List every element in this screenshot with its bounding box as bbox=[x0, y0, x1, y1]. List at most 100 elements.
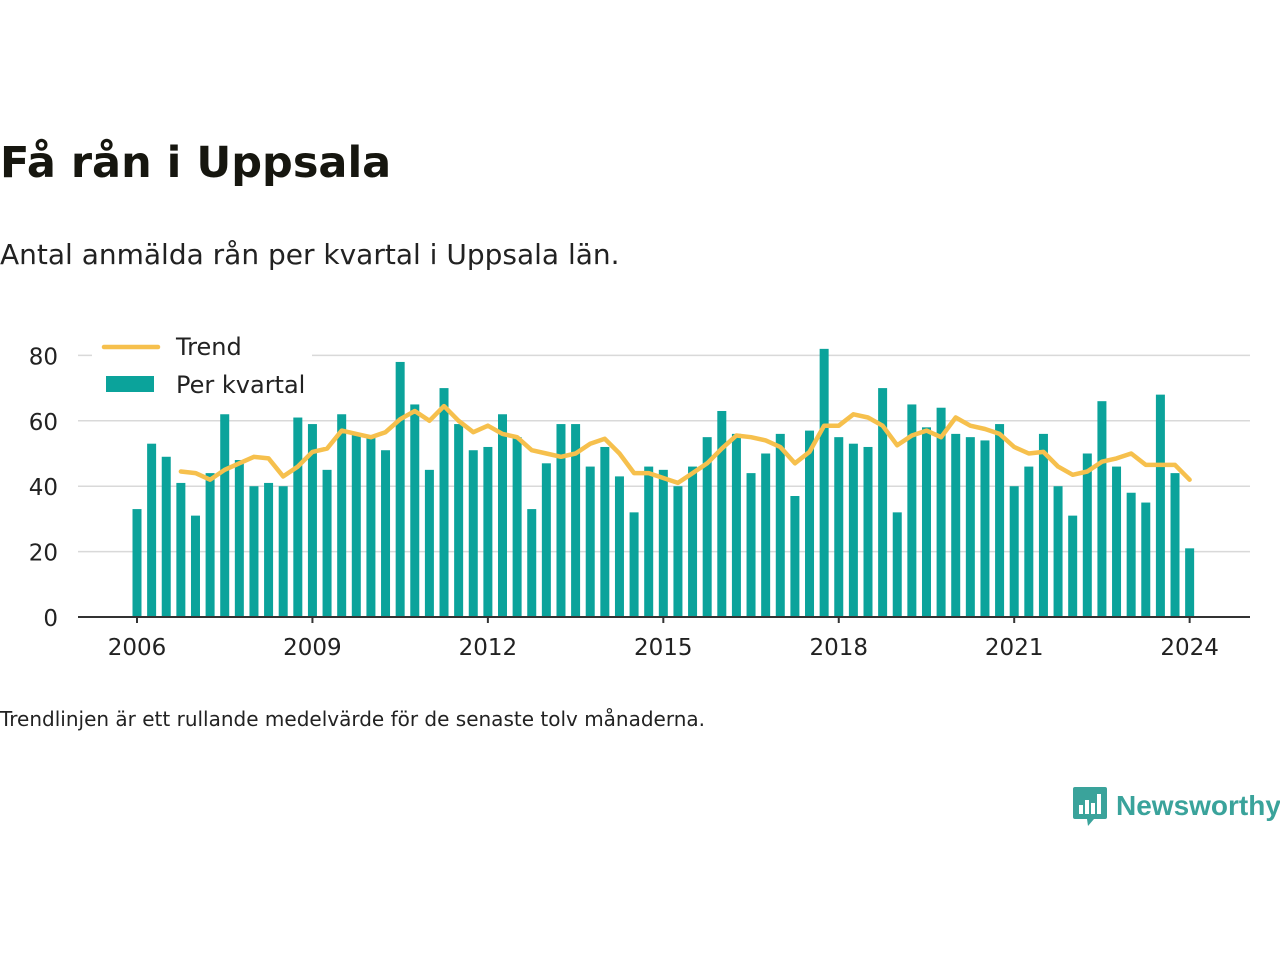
bar bbox=[439, 388, 449, 617]
legend: Trend Per kvartal bbox=[92, 333, 312, 408]
bar bbox=[1082, 453, 1092, 617]
bar bbox=[468, 450, 478, 617]
newsworthy-logo-icon bbox=[1073, 787, 1107, 826]
bar bbox=[454, 424, 464, 617]
bar bbox=[731, 433, 741, 617]
bar bbox=[878, 388, 888, 617]
bar bbox=[366, 437, 376, 617]
bar bbox=[381, 450, 391, 617]
bar bbox=[1038, 433, 1048, 617]
bar bbox=[556, 424, 566, 617]
bar bbox=[834, 437, 844, 617]
bar bbox=[264, 482, 274, 617]
brand-name: Newsworthy bbox=[1116, 790, 1280, 821]
chart-title: Få rån i Uppsala bbox=[0, 138, 392, 188]
bar bbox=[673, 486, 683, 617]
bar bbox=[395, 361, 405, 617]
y-tick-label: 0 bbox=[43, 606, 58, 632]
y-tick-label: 20 bbox=[29, 541, 58, 567]
bar bbox=[424, 469, 434, 617]
bar bbox=[746, 473, 756, 617]
x-axis-labels: 2006 2009 2012 2015 2018 2021 2024 bbox=[108, 617, 1219, 661]
bar bbox=[498, 414, 507, 617]
y-tick-label: 80 bbox=[29, 344, 58, 370]
bar bbox=[1126, 492, 1136, 617]
legend-bar-swatch bbox=[106, 376, 154, 392]
bar bbox=[921, 427, 931, 617]
bar bbox=[220, 414, 230, 617]
bar bbox=[1024, 466, 1034, 617]
bar bbox=[585, 466, 595, 617]
x-tick-label: 2006 bbox=[108, 635, 167, 661]
bar bbox=[322, 469, 332, 617]
bar bbox=[1170, 473, 1180, 617]
x-tick-label: 2024 bbox=[1160, 635, 1219, 661]
bar bbox=[307, 424, 317, 617]
bar bbox=[205, 473, 215, 617]
bar bbox=[293, 417, 303, 617]
bar bbox=[644, 466, 654, 617]
bar bbox=[995, 424, 1005, 617]
legend-bar-label: Per kvartal bbox=[176, 371, 305, 399]
bar bbox=[278, 486, 288, 617]
bar bbox=[527, 509, 537, 617]
x-tick-label: 2012 bbox=[459, 635, 518, 661]
chart-subtitle: Antal anmälda rån per kvartal i Uppsala … bbox=[0, 238, 620, 271]
bar bbox=[819, 348, 829, 617]
trend-line bbox=[178, 403, 1192, 486]
bar bbox=[571, 424, 581, 617]
bar bbox=[658, 469, 668, 617]
bar bbox=[805, 430, 815, 617]
bar bbox=[161, 456, 171, 617]
bar bbox=[951, 433, 961, 617]
bar bbox=[614, 476, 624, 617]
bar bbox=[863, 446, 873, 617]
bar bbox=[907, 404, 917, 617]
bar bbox=[600, 446, 610, 617]
bar bbox=[351, 433, 361, 617]
bar bbox=[234, 460, 244, 617]
bar bbox=[790, 496, 800, 617]
y-axis-labels: 0 20 40 60 80 bbox=[29, 344, 58, 632]
bar bbox=[410, 404, 420, 617]
bar bbox=[702, 437, 712, 617]
bar bbox=[147, 443, 157, 617]
bar bbox=[980, 440, 990, 617]
bar bbox=[717, 410, 727, 617]
bar bbox=[629, 512, 639, 617]
bar bbox=[1009, 486, 1019, 617]
bar bbox=[1053, 486, 1063, 617]
bar bbox=[775, 433, 785, 617]
bar bbox=[848, 443, 858, 617]
footnote: Trendlinjen är ett rullande medelvärde f… bbox=[0, 707, 706, 731]
y-tick-label: 40 bbox=[29, 475, 58, 501]
bar bbox=[512, 437, 522, 617]
bar bbox=[892, 512, 902, 617]
bar bbox=[337, 414, 347, 617]
chart-area: 0 20 40 60 80 2006 2009 2012 2015 2018 2021 2024 T… bbox=[29, 333, 1250, 661]
x-tick-label: 2015 bbox=[634, 635, 693, 661]
legend-trend-label: Trend bbox=[175, 333, 242, 361]
bar bbox=[249, 486, 259, 617]
x-tick-label: 2018 bbox=[809, 635, 868, 661]
bar bbox=[1155, 394, 1165, 617]
x-tick-label: 2009 bbox=[283, 635, 342, 661]
bar bbox=[1112, 466, 1122, 617]
bar bbox=[761, 453, 771, 617]
y-tick-label: 60 bbox=[29, 410, 58, 436]
bar bbox=[190, 515, 200, 617]
bar bbox=[1068, 515, 1078, 617]
bar bbox=[688, 466, 698, 617]
bar bbox=[965, 437, 975, 617]
bar-series bbox=[132, 348, 1195, 617]
brand-logo[interactable]: Newsworthy bbox=[1072, 784, 1280, 828]
bar bbox=[1185, 548, 1195, 617]
bar bbox=[176, 482, 186, 617]
bar bbox=[541, 463, 551, 617]
bar bbox=[1097, 401, 1107, 617]
bar bbox=[483, 446, 493, 617]
bar bbox=[936, 407, 946, 617]
bar bbox=[132, 509, 142, 617]
bar bbox=[1141, 502, 1151, 617]
x-tick-label: 2021 bbox=[985, 635, 1044, 661]
